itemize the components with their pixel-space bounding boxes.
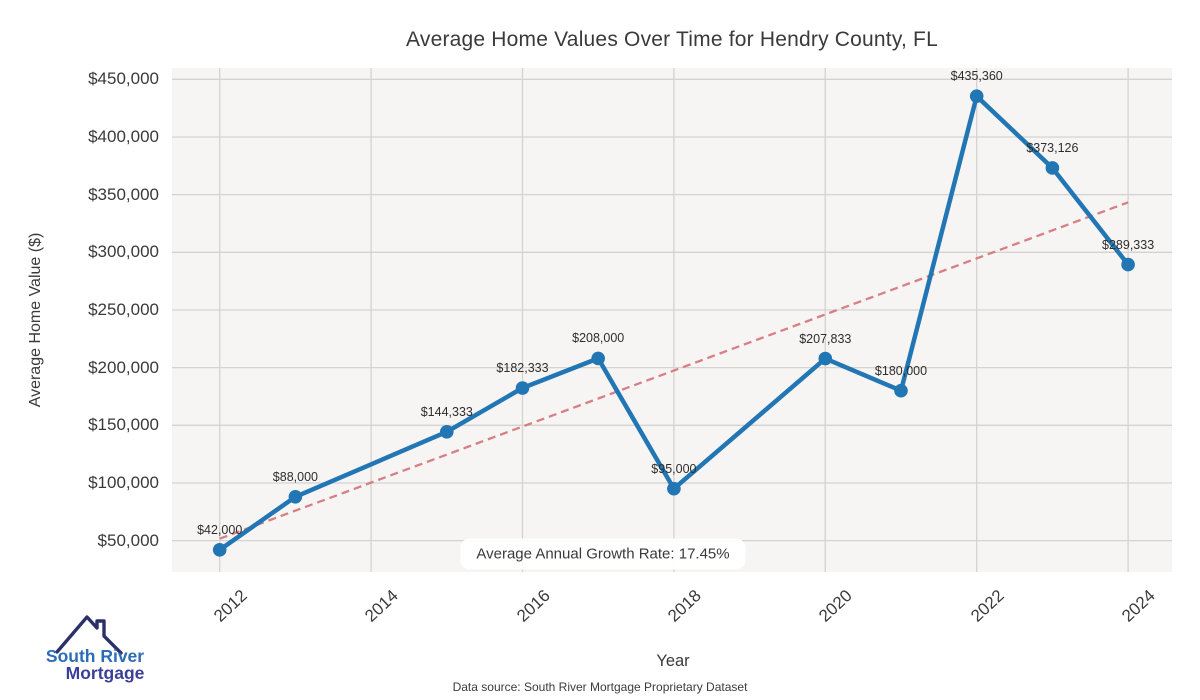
- plot-background: [172, 68, 1172, 572]
- y-axis-title: Average Home Value ($): [27, 232, 44, 408]
- point-value-label: $373,126: [1026, 140, 1079, 155]
- trend-line: [219, 201, 1129, 540]
- data-point: [212, 543, 227, 557]
- y-tick-label: $50,000: [97, 530, 159, 550]
- data-point: [969, 89, 984, 103]
- point-value-label: $88,000: [272, 469, 318, 484]
- data-point: [818, 351, 833, 366]
- y-tick-label: $450,000: [88, 69, 159, 89]
- data-point: [288, 490, 303, 504]
- y-tick-label: $150,000: [88, 415, 159, 435]
- chart-title: Average Home Values Over Time for Hendry…: [406, 28, 938, 51]
- y-tick-label: $300,000: [88, 242, 159, 262]
- data-point: [439, 425, 454, 439]
- point-value-label: $95,000: [651, 461, 697, 476]
- logo: South River Mortgage: [46, 615, 145, 683]
- data-point: [591, 351, 605, 366]
- logo-house-roof-icon: [55, 615, 123, 655]
- y-tick-label: $350,000: [88, 184, 159, 204]
- point-value-label: $207,833: [799, 331, 852, 346]
- data-point: [667, 481, 681, 496]
- y-tick-label: $400,000: [88, 126, 159, 146]
- x-axis-title: Year: [656, 652, 690, 670]
- data-point: [1121, 257, 1135, 272]
- logo-line1: South River: [46, 646, 144, 666]
- y-tick-label: $100,000: [88, 472, 159, 492]
- point-value-label: $435,360: [950, 69, 1003, 84]
- logo-line2: Mortgage: [66, 663, 145, 683]
- point-value-label: $208,000: [572, 331, 625, 346]
- point-value-label: $289,333: [1102, 237, 1155, 252]
- data-source-footer: Data source: South River Mortgage Propri…: [452, 680, 748, 694]
- y-tick-label: $200,000: [88, 357, 159, 377]
- growth-rate-annotation: Average Annual Growth Rate: 17.45%: [460, 538, 746, 570]
- point-value-label: $182,333: [496, 361, 549, 375]
- point-value-label: $144,333: [420, 404, 473, 419]
- y-tick-label: $250,000: [88, 299, 159, 319]
- point-value-label: $42,000: [197, 522, 243, 537]
- data-point: [1045, 161, 1060, 175]
- data-point: [894, 383, 908, 398]
- data-point: [515, 381, 530, 395]
- point-value-label: $180,000: [874, 363, 928, 378]
